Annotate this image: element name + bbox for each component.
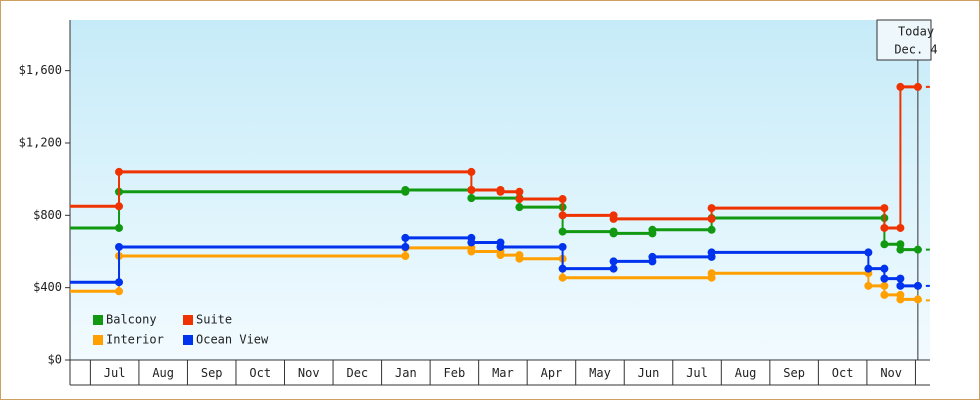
- point: [496, 187, 505, 196]
- point: [558, 211, 567, 220]
- point: [609, 257, 618, 266]
- x-tick-label: Dec: [346, 366, 368, 380]
- x-tick-label: Aug: [152, 366, 174, 380]
- x-tick-label: Nov: [298, 366, 320, 380]
- point: [558, 264, 567, 273]
- point: [707, 214, 716, 223]
- x-tick-label: Nov: [880, 366, 902, 380]
- point: [880, 274, 889, 283]
- point: [707, 269, 716, 278]
- point: [558, 227, 567, 236]
- today-label: Today: [898, 25, 934, 39]
- point: [467, 167, 476, 176]
- x-tick-label: Aug: [735, 366, 757, 380]
- point: [880, 204, 889, 213]
- point: [115, 167, 124, 176]
- y-tick-label: $1,600: [19, 63, 62, 77]
- point: [467, 194, 476, 203]
- point: [496, 251, 505, 260]
- legend-label: Interior: [106, 333, 164, 347]
- legend-swatch: [93, 315, 103, 325]
- point: [515, 195, 524, 204]
- x-tick-label: Mar: [492, 366, 514, 380]
- x-tick-label: Jan: [395, 366, 417, 380]
- point: [467, 238, 476, 247]
- point: [880, 240, 889, 249]
- y-tick-label: $800: [33, 208, 62, 222]
- point: [401, 242, 410, 251]
- legend-label: Suite: [196, 313, 232, 327]
- point: [880, 223, 889, 232]
- point: [115, 202, 124, 211]
- point: [648, 252, 657, 261]
- point: [896, 274, 905, 283]
- y-tick-label: $1,200: [19, 135, 62, 149]
- point: [115, 223, 124, 232]
- point: [707, 204, 716, 213]
- x-tick-label: Jul: [686, 366, 708, 380]
- legend-swatch: [93, 335, 103, 345]
- point: [401, 233, 410, 242]
- point: [401, 252, 410, 261]
- point: [515, 254, 524, 263]
- legend-label: Ocean View: [196, 333, 269, 347]
- x-tick-label: Apr: [541, 366, 563, 380]
- x-tick-label: Sep: [783, 366, 805, 380]
- point: [896, 82, 905, 91]
- point: [609, 264, 618, 273]
- point: [864, 264, 873, 273]
- point: [515, 187, 524, 196]
- today-date: Dec. 4: [894, 43, 937, 57]
- legend-label: Balcony: [106, 313, 157, 327]
- point: [896, 281, 905, 290]
- point: [864, 248, 873, 257]
- point: [467, 247, 476, 256]
- point: [115, 242, 124, 251]
- today-box: [876, 19, 932, 61]
- point: [609, 229, 618, 238]
- x-tick-label: Sep: [201, 366, 223, 380]
- point: [896, 295, 905, 304]
- x-tick-label: Oct: [832, 366, 854, 380]
- x-tick-label: Oct: [249, 366, 271, 380]
- point: [707, 225, 716, 234]
- point: [558, 195, 567, 204]
- point: [896, 245, 905, 254]
- point: [496, 242, 505, 251]
- x-tick-label: Feb: [444, 366, 466, 380]
- point: [467, 186, 476, 194]
- point: [115, 278, 124, 287]
- x-tick-label: Jul: [104, 366, 126, 380]
- point: [558, 273, 567, 282]
- point: [648, 225, 657, 234]
- point: [515, 203, 524, 212]
- point: [707, 248, 716, 257]
- x-tick-label: May: [589, 366, 611, 380]
- point: [864, 281, 873, 290]
- point: [896, 223, 905, 232]
- x-tick-label: Jun: [638, 366, 660, 380]
- point: [401, 186, 410, 194]
- point: [609, 214, 618, 223]
- y-tick-label: $400: [33, 280, 62, 294]
- legend-swatch: [183, 315, 193, 325]
- legend-swatch: [183, 335, 193, 345]
- point: [558, 242, 567, 251]
- y-tick-label: $0: [48, 353, 62, 367]
- point: [115, 287, 124, 296]
- point: [880, 264, 889, 273]
- point: [880, 281, 889, 290]
- point: [880, 290, 889, 299]
